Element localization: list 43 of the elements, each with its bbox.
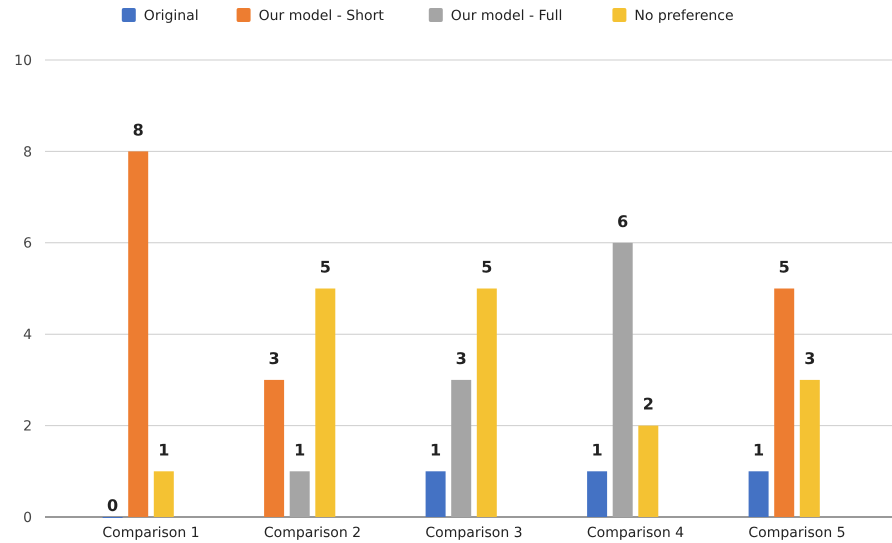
y-tick-label: 0 [23, 510, 32, 526]
y-tick-label: 6 [23, 236, 32, 252]
bar [128, 151, 148, 517]
bar [800, 380, 820, 517]
bar [426, 471, 446, 517]
bar [612, 242, 633, 517]
x-tick-label: Comparison 1 [102, 525, 200, 541]
bar [587, 471, 608, 517]
data-label: 1 [430, 440, 442, 460]
bar [476, 288, 497, 517]
y-tick-label: 2 [23, 418, 32, 434]
data-label: 2 [642, 394, 654, 414]
data-label: 5 [481, 258, 492, 276]
y-tick-label: 4 [23, 327, 32, 344]
x-tick-label: Comparison 4 [586, 525, 684, 541]
data-label: 3 [456, 348, 467, 368]
x-tick-label: Comparison 2 [264, 525, 362, 541]
data-label: 5 [320, 258, 331, 276]
data-label: 1 [753, 440, 764, 460]
data-label: 6 [617, 212, 628, 231]
legend-label: Our model - Full [450, 8, 562, 24]
bar [451, 380, 472, 517]
data-label: 8 [132, 120, 144, 140]
y-tick-label: 10 [14, 52, 32, 69]
bar [315, 288, 336, 517]
y-tick-label: 8 [23, 144, 32, 160]
data-label: 1 [294, 440, 306, 460]
data-label: 0 [107, 496, 118, 515]
legend-label: No preference [634, 8, 734, 24]
legend-label: Original [144, 8, 199, 24]
bar [774, 288, 794, 517]
bar [638, 426, 658, 517]
data-label: 3 [268, 348, 280, 368]
x-tick-label: Comparison 3 [425, 525, 523, 541]
x-tick-label: Comparison 5 [748, 525, 846, 541]
bar [290, 471, 310, 517]
data-label: 5 [778, 258, 790, 276]
data-label: 1 [592, 440, 603, 460]
data-label: 3 [804, 348, 816, 368]
data-label: 1 [158, 440, 170, 460]
bar [154, 471, 174, 517]
bar [748, 471, 769, 517]
legend-label: Our model - Short [258, 8, 384, 24]
